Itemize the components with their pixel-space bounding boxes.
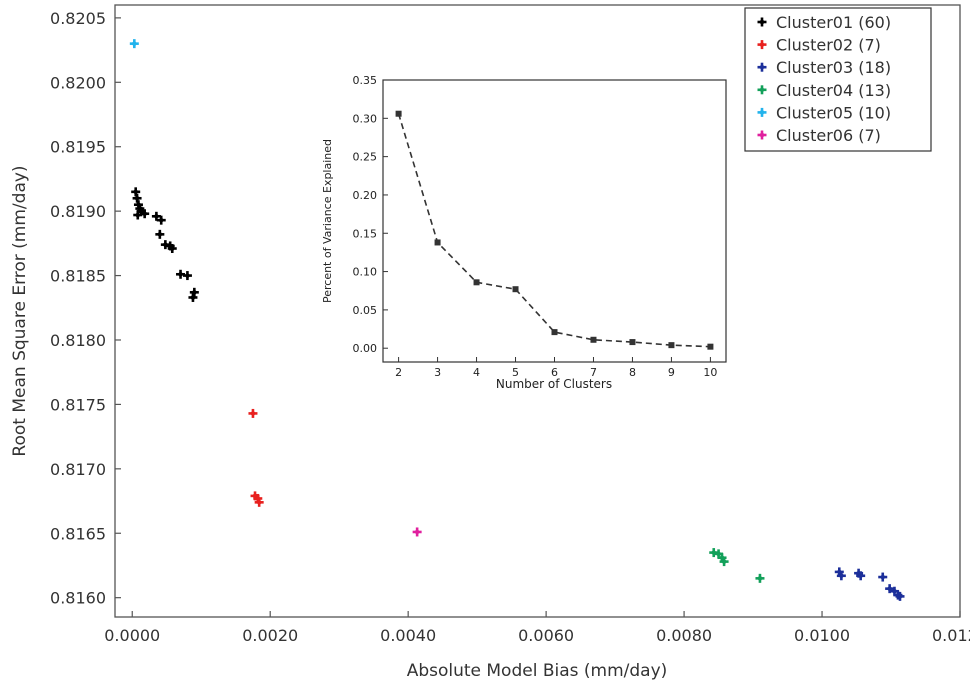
- data-point: [755, 573, 765, 583]
- legend-entry: Cluster05 (10): [776, 103, 891, 122]
- data-point: [155, 229, 165, 239]
- inset-y-tick-label: 0.20: [353, 189, 378, 202]
- inset-data-point: [395, 110, 402, 117]
- inset-series-line: [397, 113, 711, 348]
- inset-x-axis: 2 3 4 5 6 7 8 9 10: [395, 357, 717, 379]
- main-y-tick-label: 0.8200: [50, 73, 106, 92]
- inset-data-point: [590, 336, 597, 343]
- inset-x-tick-label: 3: [434, 366, 441, 379]
- main-scatter-points: [129, 39, 905, 601]
- legend-entry: Cluster06 (7): [776, 126, 881, 145]
- inset-x-tick-label: 8: [629, 366, 636, 379]
- inset-y-tick-label: 0.25: [353, 151, 378, 164]
- legend-entry: Cluster02 (7): [776, 36, 881, 55]
- main-x-axis-label: Absolute Model Bias (mm/day): [407, 661, 668, 681]
- legend-marker: [757, 85, 767, 95]
- legend-marker: [757, 40, 767, 50]
- inset-y-axis-label: Percent of Variance Explained: [321, 139, 334, 303]
- main-y-axis: 0.8160 0.8165 0.8170 0.8175 0.8180 0.8185 0.81…: [50, 9, 121, 608]
- inset-data-point: [512, 286, 519, 293]
- inset-y-tick-label: 0.35: [353, 74, 378, 87]
- main-x-tick-label: 0.0080: [656, 626, 712, 645]
- data-point: [254, 497, 264, 507]
- data-point: [895, 591, 905, 601]
- inset-y-axis: 0.00 0.05 0.10 0.15 0.20 0.25 0.30 0.35: [353, 74, 388, 355]
- inset-chart: 0.00 0.05 0.10 0.15 0.20 0.25 0.30 0.35 2 3 4 5 6 7 8…: [321, 74, 727, 391]
- inset-data-point: [668, 342, 675, 349]
- inset-x-tick-label: 5: [512, 366, 519, 379]
- legend-marker: [757, 17, 767, 27]
- data-point: [412, 527, 422, 537]
- legend-marker: [757, 107, 767, 117]
- data-point: [132, 193, 142, 203]
- inset-plot-area: [382, 79, 727, 363]
- inset-y-tick-label: 0.10: [353, 266, 378, 279]
- main-x-tick-label: 0.0000: [104, 626, 160, 645]
- legend-items: Cluster01 (60) Cluster02 (7) Cluster03 (18…: [757, 13, 891, 145]
- data-point: [719, 557, 729, 567]
- inset-x-tick-label: 4: [473, 366, 480, 379]
- main-y-tick-label: 0.8185: [50, 267, 106, 286]
- data-point: [248, 408, 258, 418]
- main-y-tick-label: 0.8170: [50, 460, 106, 479]
- main-x-tick-label: 0.0100: [794, 626, 850, 645]
- main-y-tick-label: 0.8160: [50, 589, 106, 608]
- main-x-axis: 0.0000 0.0020 0.0040 0.0060 0.0080 0.0100 0.01…: [104, 611, 970, 645]
- data-point: [131, 187, 141, 197]
- inset-points: [395, 110, 714, 350]
- main-x-tick-label: 0.0040: [380, 626, 436, 645]
- main-x-tick-label: 0.0020: [242, 626, 298, 645]
- inset-x-tick-label: 7: [590, 366, 597, 379]
- main-y-tick-label: 0.8175: [50, 395, 106, 414]
- data-point: [836, 571, 846, 581]
- main-y-tick-label: 0.8180: [50, 331, 106, 350]
- data-point: [151, 211, 161, 221]
- data-point: [176, 269, 186, 279]
- inset-y-tick-label: 0.00: [353, 342, 378, 355]
- data-point: [856, 571, 866, 581]
- legend-box: [744, 7, 932, 152]
- inset-data-point: [629, 339, 636, 346]
- data-point: [182, 271, 192, 281]
- data-point: [167, 244, 177, 254]
- legend-entry: Cluster04 (13): [776, 81, 891, 100]
- inset-x-axis-label: Number of Clusters: [496, 377, 612, 391]
- main-y-tick-label: 0.8205: [50, 9, 106, 28]
- inset-data-point: [707, 343, 714, 350]
- data-point: [885, 584, 895, 594]
- legend-entry: Cluster01 (60): [776, 13, 891, 32]
- inset-x-tick-label: 2: [395, 366, 402, 379]
- inset-data-point: [473, 279, 480, 286]
- inset-x-tick-label: 10: [703, 366, 717, 379]
- main-y-axis-label: Root Mean Square Error (mm/day): [10, 165, 30, 456]
- data-point: [188, 292, 198, 302]
- main-y-tick-label: 0.8195: [50, 138, 106, 157]
- data-point: [156, 215, 166, 225]
- legend-entry: Cluster03 (18): [776, 58, 891, 77]
- main-x-tick-label: 0.0120: [932, 626, 970, 645]
- data-point: [129, 39, 139, 49]
- inset-data-point: [434, 239, 441, 246]
- main-y-tick-label: 0.8165: [50, 524, 106, 543]
- inset-x-tick-label: 9: [668, 366, 675, 379]
- inset-y-tick-label: 0.15: [353, 227, 378, 240]
- legend: Cluster01 (60) Cluster02 (7) Cluster03 (18…: [744, 7, 932, 152]
- inset-y-tick-label: 0.30: [353, 112, 378, 125]
- inset-x-tick-label: 6: [551, 366, 558, 379]
- data-point: [133, 210, 143, 220]
- legend-marker: [757, 62, 767, 72]
- main-y-tick-label: 0.8190: [50, 202, 106, 221]
- main-x-tick-label: 0.0060: [518, 626, 574, 645]
- data-point: [878, 572, 888, 582]
- inset-data-point: [551, 329, 558, 336]
- inset-y-tick-label: 0.05: [353, 304, 378, 317]
- legend-marker: [757, 130, 767, 140]
